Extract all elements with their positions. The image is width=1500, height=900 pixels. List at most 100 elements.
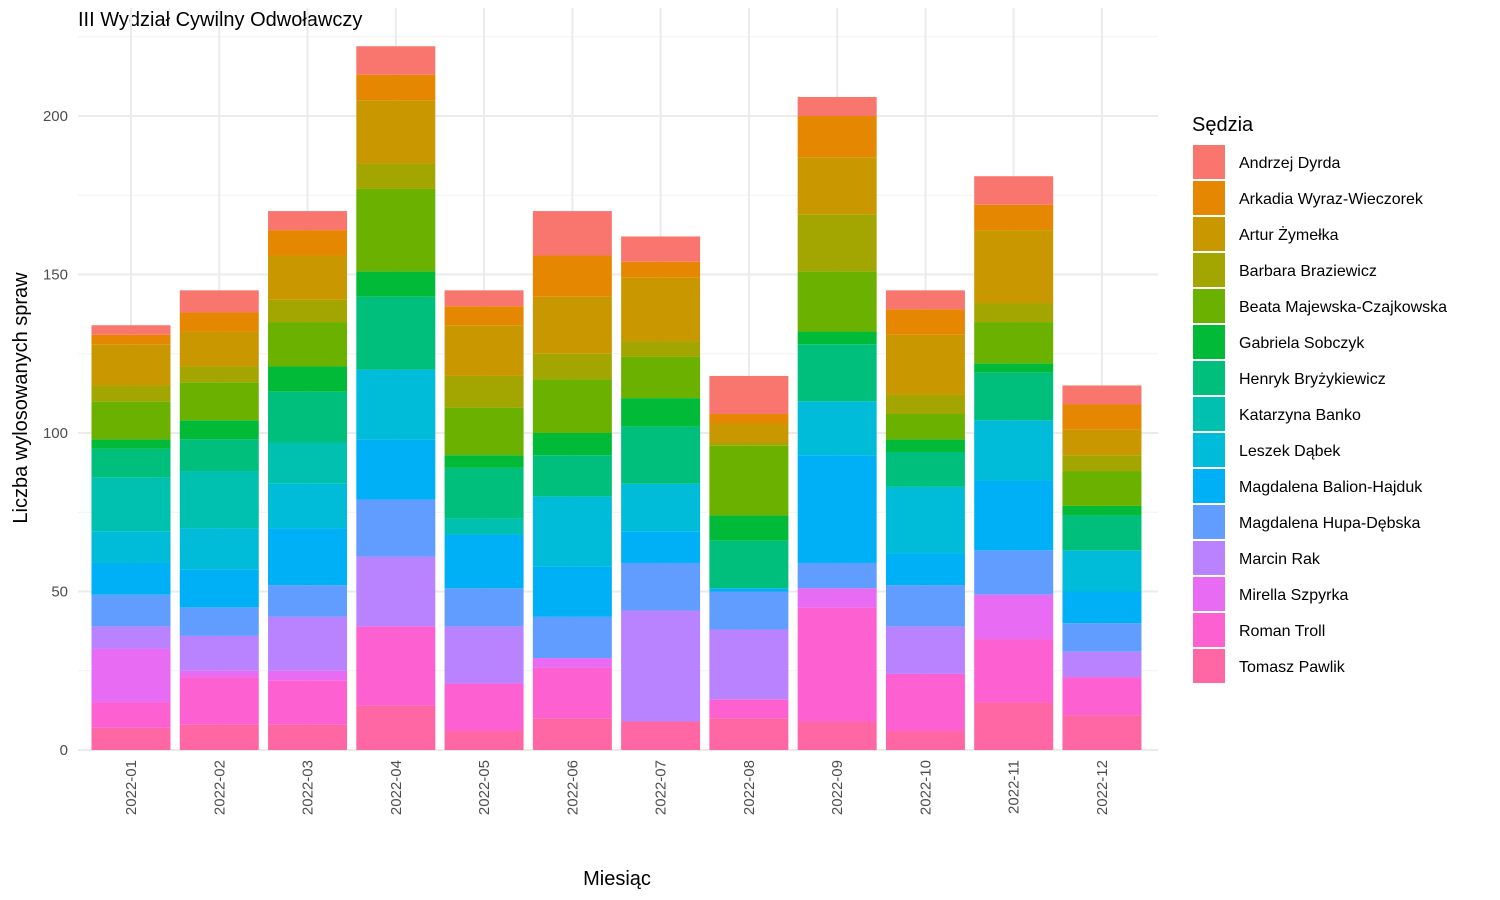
- legend-label: Roman Troll: [1239, 623, 1325, 640]
- bar-segment: [268, 322, 348, 367]
- legend-item: Roman Troll: [1193, 613, 1325, 647]
- legend-label: Beata Majewska-Czajkowska: [1239, 299, 1447, 316]
- bar-segment: [179, 635, 259, 671]
- bar-segment: [532, 496, 612, 567]
- bar-segment: [444, 730, 524, 750]
- bar-segment: [91, 648, 171, 703]
- bar-segment: [974, 176, 1054, 205]
- bar-segment: [885, 452, 965, 487]
- bar-segment: [268, 616, 348, 671]
- bar-segment: [444, 290, 524, 307]
- legend-item: Mirella Szpyrka: [1193, 577, 1348, 611]
- bar-segment: [885, 673, 965, 731]
- legend-swatch: [1193, 325, 1225, 359]
- bar-stack: [885, 290, 965, 750]
- bar-segment: [1062, 404, 1142, 430]
- bar-segment: [179, 312, 259, 332]
- bar-segment: [356, 163, 436, 189]
- bar-segment: [356, 46, 436, 75]
- bar-segment: [444, 455, 524, 468]
- legend-swatch: [1193, 613, 1225, 647]
- bar-segment: [268, 585, 348, 617]
- bar-segment: [797, 401, 877, 456]
- legend-item: Marcin Rak: [1193, 541, 1321, 575]
- bar-segment: [179, 677, 259, 725]
- bar-segment: [974, 420, 1054, 481]
- bar-segment: [885, 626, 965, 674]
- bar-segment: [709, 629, 789, 700]
- bar-segment: [709, 515, 789, 541]
- x-tick-label: 2022-04: [388, 760, 405, 815]
- bar-segment: [268, 670, 348, 681]
- bar-segment: [621, 531, 701, 563]
- bar-segment: [268, 483, 348, 529]
- bar-segment: [356, 188, 436, 272]
- bar-segment: [91, 325, 171, 335]
- bar-stack: [268, 211, 348, 750]
- bar-segment: [268, 366, 348, 392]
- bar-segment: [532, 211, 612, 256]
- bar-segment: [621, 483, 701, 532]
- bar-segment: [797, 455, 877, 563]
- bar-segment: [179, 471, 259, 529]
- bar-stack: [91, 325, 171, 750]
- legend-item: Beata Majewska-Czajkowska: [1193, 289, 1447, 323]
- bar-segment: [179, 724, 259, 750]
- bar-segment: [532, 718, 612, 750]
- bar-segment: [885, 730, 965, 750]
- bar-segment: [356, 556, 436, 627]
- x-tick-label: 2022-10: [917, 760, 934, 815]
- x-tick-label: 2022-09: [829, 760, 846, 815]
- bar-segment: [444, 375, 524, 408]
- legend-item: Andrzej Dyrda: [1193, 145, 1340, 179]
- bar-segment: [532, 566, 612, 617]
- bar-segment: [356, 626, 436, 706]
- bar-segment: [974, 372, 1054, 421]
- bar-segment: [268, 211, 348, 231]
- legend-label: Arkadia Wyraz-Wieczorek: [1239, 191, 1424, 208]
- legend-item: Artur Żymełka: [1193, 217, 1339, 251]
- y-tick-label: 100: [43, 425, 68, 442]
- bar-segment: [179, 366, 259, 383]
- bar-segment: [797, 562, 877, 589]
- x-tick-label: 2022-06: [564, 760, 581, 815]
- bar-segment: [621, 562, 701, 611]
- bar-segment: [797, 344, 877, 402]
- x-tick-label: 2022-02: [211, 760, 228, 815]
- y-axis-ticks: 0 50 100 150 200: [43, 108, 68, 759]
- bar-segment: [179, 569, 259, 608]
- bar-segment: [1062, 385, 1142, 405]
- bar-segment: [356, 439, 436, 500]
- y-tick-label: 0: [60, 742, 68, 759]
- x-axis-ticks: 2022-01 2022-02 2022-03 2022-04 2022-05 2022-…: [123, 760, 1111, 815]
- bar-stack: [974, 176, 1054, 750]
- bar-segment: [621, 610, 701, 722]
- legend-swatch: [1193, 289, 1225, 323]
- bar-segment: [356, 271, 436, 297]
- bar-segment: [974, 594, 1054, 640]
- bar-segment: [91, 594, 171, 627]
- bar-segment: [709, 423, 789, 443]
- legend-label: Gabriela Sobczyk: [1239, 335, 1365, 352]
- bar-segment: [444, 518, 524, 535]
- legend-swatch: [1193, 505, 1225, 539]
- legend-label: Magdalena Balion-Hajduk: [1239, 479, 1423, 496]
- bar-segment: [621, 356, 701, 399]
- bar-segment: [91, 562, 171, 595]
- y-tick-label: 150: [43, 267, 68, 284]
- bar-segment: [91, 531, 171, 563]
- bar-segment: [91, 702, 171, 728]
- bar-segment: [179, 670, 259, 678]
- bar-segment: [621, 341, 701, 357]
- x-tick-label: 2022-03: [300, 760, 317, 815]
- bar-segment: [621, 261, 701, 278]
- bar-segment: [91, 385, 171, 402]
- legend-swatch: [1193, 361, 1225, 395]
- bar-segment: [797, 721, 877, 750]
- bar-stack: [356, 46, 436, 750]
- bar-segment: [356, 296, 436, 370]
- bar-segment: [179, 528, 259, 570]
- bar-segment: [885, 309, 965, 335]
- legend-swatch: [1193, 649, 1225, 683]
